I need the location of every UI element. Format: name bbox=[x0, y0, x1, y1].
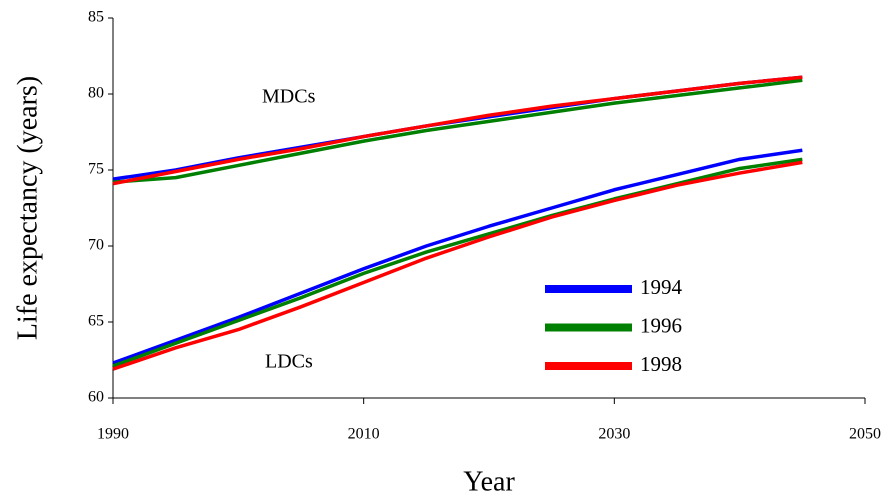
x-tick-label: 2010 bbox=[348, 426, 380, 443]
x-tick-label: 2050 bbox=[849, 426, 881, 443]
series-line bbox=[112, 157, 803, 368]
series-line bbox=[112, 78, 803, 184]
group-label: MDCs bbox=[262, 86, 316, 108]
y-tick-label: 60 bbox=[88, 389, 104, 406]
legend-label: 1994 bbox=[640, 275, 683, 299]
series-line bbox=[112, 160, 803, 371]
legend-label: 1996 bbox=[640, 313, 682, 337]
series-line bbox=[112, 75, 803, 186]
y-axis-title: Life expectancy (years) bbox=[12, 76, 43, 340]
y-tick-label: 65 bbox=[88, 313, 104, 330]
y-tick-label: 70 bbox=[88, 237, 104, 254]
series-line bbox=[112, 148, 803, 365]
y-tick-label: 80 bbox=[88, 85, 104, 102]
x-tick-label: 1990 bbox=[97, 426, 129, 443]
y-tick-label: 75 bbox=[88, 161, 104, 178]
x-axis-title: Year bbox=[463, 466, 515, 497]
y-tick-label: 85 bbox=[88, 9, 104, 26]
group-label: LDCs bbox=[265, 351, 313, 373]
legend-label: 1998 bbox=[640, 352, 682, 376]
x-tick-label: 2030 bbox=[598, 426, 630, 443]
